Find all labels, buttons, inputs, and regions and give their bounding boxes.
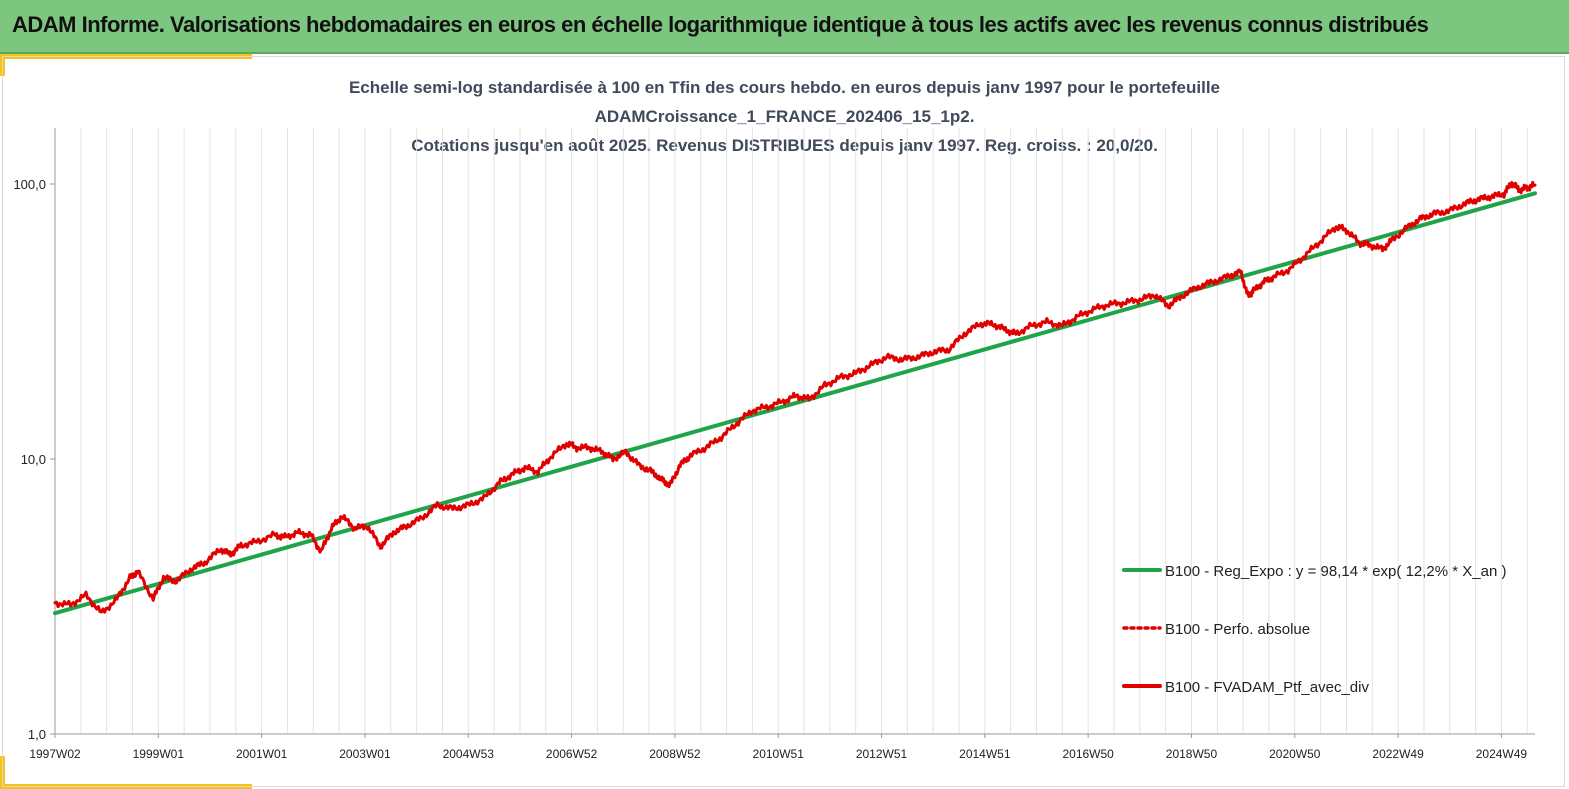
legend-label: B100 - Reg_Expo : y = 98,14 * exp( 12,2%… [1165,563,1506,580]
x-tick-label: 2006W52 [546,747,598,761]
x-tick-label: 2004W53 [443,747,495,761]
chart-title-line-1: Echelle semi-log standardisée à 100 en T… [348,78,1221,97]
y-tick-label: 1,0 [28,727,46,742]
chart-title-line-2: ADAMCroissance_1_FRANCE_202406_15_1p2. [594,107,975,126]
x-tick-label: 2012W51 [856,747,908,761]
legend-label: B100 - Perfo. absolue [1165,621,1310,638]
legend-label: B100 - FVADAM_Ptf_avec_div [1165,679,1369,696]
x-tick-label: 2010W51 [753,747,805,761]
x-tick-label: 1999W01 [133,747,185,761]
y-tick-label: 100,0 [13,177,46,192]
x-tick-label: 2022W49 [1372,747,1424,761]
x-tick-label: 2003W01 [339,747,391,761]
x-tick-label: 1997W02 [29,747,81,761]
x-tick-label: 2008W52 [649,747,701,761]
x-tick-label: 2024W49 [1476,747,1528,761]
report-title: ADAM Informe. Valorisations hebdomadaire… [12,12,1429,37]
chart-frame [2,56,1565,787]
x-tick-label: 2001W01 [236,747,288,761]
regression-line [53,191,1537,616]
y-tick-label: 10,0 [21,452,46,467]
x-tick-label: 2020W50 [1269,747,1321,761]
x-tick-label: 2016W50 [1062,747,1114,761]
portfolio-line [53,180,1537,614]
x-tick-label: 2014W51 [959,747,1011,761]
title-banner: ADAM Informe. Valorisations hebdomadaire… [0,0,1569,54]
x-tick-label: 2018W50 [1166,747,1218,761]
